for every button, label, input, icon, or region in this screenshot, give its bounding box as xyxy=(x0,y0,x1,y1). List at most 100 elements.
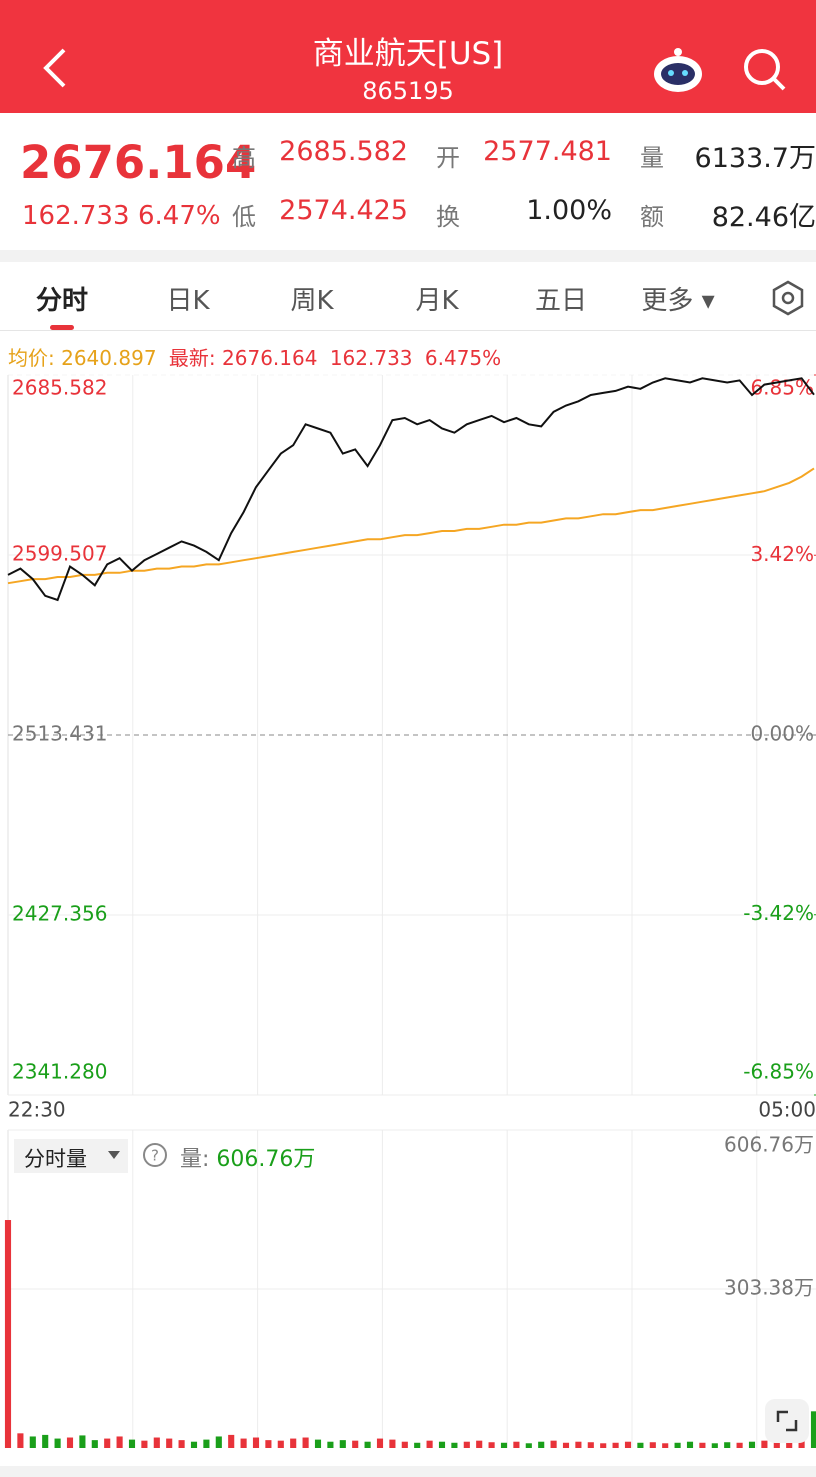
volume-bar xyxy=(314,1439,322,1448)
tab[interactable]: 月K xyxy=(415,286,459,316)
dropdown-arrow xyxy=(108,1151,120,1159)
tab[interactable]: 周K xyxy=(290,286,334,316)
expand-button[interactable] xyxy=(764,1398,810,1444)
volume-bar xyxy=(575,1441,582,1448)
volume-bar xyxy=(612,1442,619,1448)
y-tick-label: 2341.280 xyxy=(12,1060,107,1084)
change-pct: 6.47% xyxy=(138,201,221,231)
help-icon[interactable]: ? xyxy=(142,1142,170,1170)
volume-bar xyxy=(414,1442,421,1448)
title: 商业航天[US] xyxy=(312,36,504,72)
volume-bar xyxy=(352,1440,359,1448)
separator xyxy=(0,250,816,262)
field-value: 2685.582 xyxy=(279,136,408,167)
volume-bar xyxy=(463,1441,470,1448)
field-label: 量 xyxy=(640,144,664,172)
svg-text:?: ? xyxy=(151,1147,159,1165)
x-tick-label: 22:30 xyxy=(8,1098,66,1122)
volume-bar xyxy=(277,1440,284,1448)
field-label: 高 xyxy=(232,144,256,172)
volume-bar xyxy=(29,1436,36,1448)
tab[interactable]: 日K xyxy=(166,286,210,316)
change: 162.733 xyxy=(22,201,130,231)
back-button[interactable] xyxy=(36,46,76,90)
field-value: 2574.425 xyxy=(279,195,408,226)
tab[interactable]: 五日 xyxy=(534,286,587,316)
volume-bar xyxy=(451,1442,458,1448)
volume-bar xyxy=(637,1442,644,1448)
volume-bar xyxy=(376,1438,384,1448)
volume-bar xyxy=(674,1442,681,1448)
price: 2676.164 xyxy=(20,136,257,189)
y2-tick-label: -3.42% xyxy=(743,901,814,925)
volume-bar xyxy=(476,1440,483,1448)
field-value: 82.46亿 xyxy=(711,202,816,233)
y-tick-label: 2599.507 xyxy=(12,541,107,565)
latest-label: 最新: xyxy=(168,346,216,370)
volume-bar xyxy=(724,1442,731,1448)
volume-bar xyxy=(17,1433,24,1448)
field-label: 低 xyxy=(232,203,256,231)
tab-indicator xyxy=(50,325,74,330)
settings-icon[interactable] xyxy=(770,280,806,316)
price-line xyxy=(7,467,815,585)
field-value: 2577.481 xyxy=(483,136,612,167)
volume-bar xyxy=(810,1411,816,1448)
volume-bar xyxy=(240,1438,247,1448)
volume-bar xyxy=(252,1437,260,1448)
y2-tick-label: 3.42% xyxy=(750,542,814,566)
volume-bar xyxy=(525,1443,532,1448)
volume-bar xyxy=(736,1442,743,1448)
y-tick-label: 2685.582 xyxy=(12,376,107,400)
volume-bar xyxy=(265,1440,272,1448)
tab[interactable]: 更多 ▾ xyxy=(641,286,715,316)
volume-bar xyxy=(438,1441,446,1448)
volume-bar xyxy=(773,1439,780,1448)
field-label: 换 xyxy=(436,203,460,231)
volume-bar xyxy=(116,1436,123,1448)
volume-bar xyxy=(389,1439,396,1448)
y2-tick-label: 0.00% xyxy=(750,722,814,746)
volume-bar xyxy=(699,1442,706,1448)
field-label: 额 xyxy=(640,203,664,231)
volume-bar xyxy=(141,1440,148,1448)
field-value: 1.00% xyxy=(526,195,612,226)
volume-bar xyxy=(550,1440,557,1448)
avg-label: 均价: xyxy=(8,346,55,370)
volume-bar xyxy=(662,1443,669,1448)
volume-bar xyxy=(54,1438,61,1448)
volume-bar xyxy=(166,1438,173,1448)
volume-bar xyxy=(761,1440,768,1448)
header: 商业航天[US] 865195 xyxy=(0,0,816,113)
latest-change: 162.733 xyxy=(329,346,413,370)
volume-bar xyxy=(513,1441,520,1448)
price-line xyxy=(7,377,815,602)
volume-bar xyxy=(42,1434,49,1448)
y-tick-label: 606.76万 xyxy=(724,1133,814,1157)
volume-bar xyxy=(128,1439,136,1448)
volume-bar xyxy=(290,1438,297,1448)
code: 865195 xyxy=(362,77,454,105)
volume-bar xyxy=(66,1437,74,1448)
chart-legend: 均价: 2640.897 最新: 2676.164 162.733 6.475% xyxy=(8,342,501,371)
robot-icon[interactable] xyxy=(652,46,704,94)
volume-bar xyxy=(562,1442,570,1448)
field-value: 6133.7万 xyxy=(694,143,816,174)
footer-bar xyxy=(0,1466,816,1477)
volume-bar xyxy=(600,1443,607,1448)
search-icon[interactable] xyxy=(740,46,788,94)
volume-bar xyxy=(401,1441,408,1448)
volume-bar xyxy=(587,1442,594,1448)
tab[interactable]: 分时 xyxy=(35,286,88,316)
volume-bar xyxy=(178,1440,185,1448)
volume-bar xyxy=(302,1437,309,1448)
volume-label: 量: xyxy=(180,1147,210,1172)
volume-bar xyxy=(426,1440,433,1448)
volume-selector[interactable]: 分时量 xyxy=(14,1139,128,1173)
volume-bar xyxy=(4,1220,12,1448)
volume-legend: 量: 606.76万 xyxy=(180,1141,315,1173)
y-tick-label: 2513.431 xyxy=(12,722,107,746)
latest-value: 2676.164 xyxy=(222,346,318,370)
